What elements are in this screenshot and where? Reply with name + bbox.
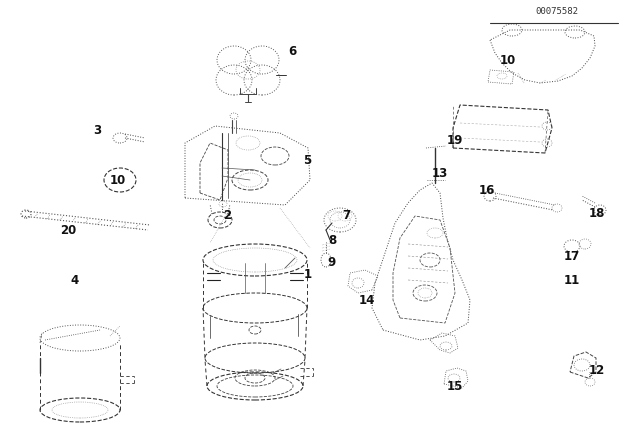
Text: 20: 20	[60, 224, 76, 237]
Text: 19: 19	[447, 134, 463, 146]
Text: 6: 6	[288, 44, 296, 57]
Text: 18: 18	[589, 207, 605, 220]
Text: 13: 13	[432, 167, 448, 180]
Text: 2: 2	[223, 208, 231, 221]
Text: 16: 16	[479, 184, 495, 197]
Text: 3: 3	[93, 124, 101, 137]
Text: 8: 8	[328, 233, 336, 246]
Text: 10: 10	[110, 173, 126, 186]
Text: 4: 4	[71, 273, 79, 287]
Text: 11: 11	[564, 273, 580, 287]
Text: 17: 17	[564, 250, 580, 263]
Text: 7: 7	[342, 208, 350, 221]
Text: 9: 9	[328, 255, 336, 268]
Text: 5: 5	[303, 154, 311, 167]
Text: 12: 12	[589, 363, 605, 376]
Text: 00075582: 00075582	[536, 7, 579, 16]
Text: 10: 10	[500, 53, 516, 66]
Text: 15: 15	[447, 379, 463, 392]
Text: 14: 14	[359, 293, 375, 306]
Text: 1: 1	[304, 268, 312, 281]
